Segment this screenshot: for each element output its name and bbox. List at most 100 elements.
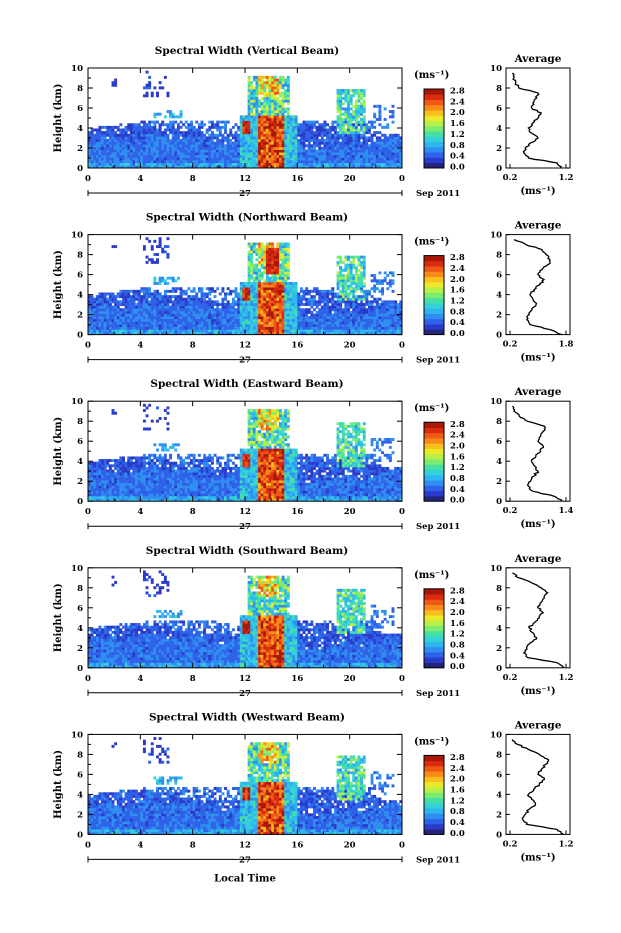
heatmap-cell [229,290,232,293]
heatmap-cell [365,126,368,129]
heatmap-cell [313,290,316,293]
heatmap-cell [271,279,274,282]
heatmap-cell [122,292,125,295]
heatmap-cell [101,157,104,160]
heatmap-cell [276,271,279,274]
heatmap-cell [135,139,138,142]
heatmap-cell [198,314,201,317]
heatmap-cell [224,292,227,295]
heatmap-cell [368,321,371,324]
heatmap-cell [318,144,321,147]
heatmap-cell [248,292,251,295]
heatmap-cell [182,324,185,327]
heatmap-cell [255,303,258,306]
heatmap-cell [93,303,96,306]
heatmap-cell [174,121,177,124]
heatmap-cell [114,155,117,158]
heatmap-cell [138,319,141,322]
heatmap-cell [201,303,204,306]
heatmap-cell [266,248,269,251]
heatmap-cell [261,139,264,142]
heatmap-cell [201,308,204,311]
heatmap-cell [132,155,135,158]
heatmap-cell [284,131,287,134]
heatmap-cell [232,155,235,158]
heatmap-cell [274,258,277,261]
heatmap-cell [279,144,282,147]
heatmap-cell [303,292,306,295]
heatmap-cell [248,295,251,298]
heatmap-cell [169,147,172,150]
heatmap-cell [172,287,175,290]
heatmap-cell [397,324,400,327]
heatmap-cell [255,110,258,113]
heatmap-cell [381,311,384,314]
heatmap-cell [198,324,201,327]
heatmap-cell [263,129,266,132]
heatmap-cell [392,300,395,303]
heatmap-cell [248,264,251,267]
heatmap-cell [140,298,143,301]
heatmap-cell [245,144,248,147]
heatmap-cell [266,86,269,89]
heatmap-cell [93,150,96,153]
heatmap-cell [193,295,196,298]
heatmap-cell [389,152,392,155]
heatmap-cell [232,152,235,155]
heatmap-cell [112,152,115,155]
heatmap-cell [122,160,125,163]
heatmap-cell [284,89,287,92]
heatmap-cell [282,79,285,82]
heatmap-cell [261,321,264,324]
heatmap-cell [245,123,248,126]
heatmap-cell [114,311,117,314]
heatmap-cell [337,94,340,97]
heatmap-cell [177,308,180,311]
heatmap-cell [193,324,196,327]
heatmap-cell [324,327,327,330]
heatmap-cell [289,139,292,142]
heatmap-cell [284,256,287,259]
heatmap-cell [237,129,240,132]
colorbar-swatch [424,100,444,106]
heatmap-cell [132,134,135,137]
heatmap-cell [308,324,311,327]
heatmap-cell [227,314,230,317]
heatmap-cell [384,319,387,322]
heatmap-cell [216,121,219,124]
heatmap-cell [250,139,253,142]
heatmap-cell [381,134,384,137]
heatmap-cell [117,306,120,309]
heatmap-cell [255,86,258,89]
heatmap-cell [386,274,389,277]
heatmap-cell [109,321,112,324]
heatmap-cell [287,86,290,89]
heatmap-cell [284,303,287,306]
heatmap-cell [248,110,251,113]
heatmap-cell [350,266,353,269]
heatmap-cell [344,121,347,124]
heatmap-cell [125,290,128,293]
heatmap-cell [250,321,253,324]
heatmap-cell [185,306,188,309]
heatmap-cell [122,142,125,145]
heatmap-cell [127,144,130,147]
heatmap-cell [292,139,295,142]
heatmap-cell [208,314,211,317]
heatmap-cell [93,329,96,332]
heatmap-cell [284,279,287,282]
heatmap-cell [360,314,363,317]
heatmap-cell [258,134,261,137]
heatmap-cell [198,298,201,301]
heatmap-cell [245,131,248,134]
heatmap-cell [169,324,172,327]
heatmap-cell [112,144,115,147]
heatmap-cell [276,147,279,150]
colorbar-unit-label: (ms⁻¹) [414,70,449,81]
heatmap-cell [344,150,347,153]
colorbar-tick-label: 2.4 [450,264,465,274]
heatmap-cell [156,94,159,97]
heatmap-cell [284,300,287,303]
heatmap-cell [216,157,219,160]
heatmap-cell [253,147,256,150]
